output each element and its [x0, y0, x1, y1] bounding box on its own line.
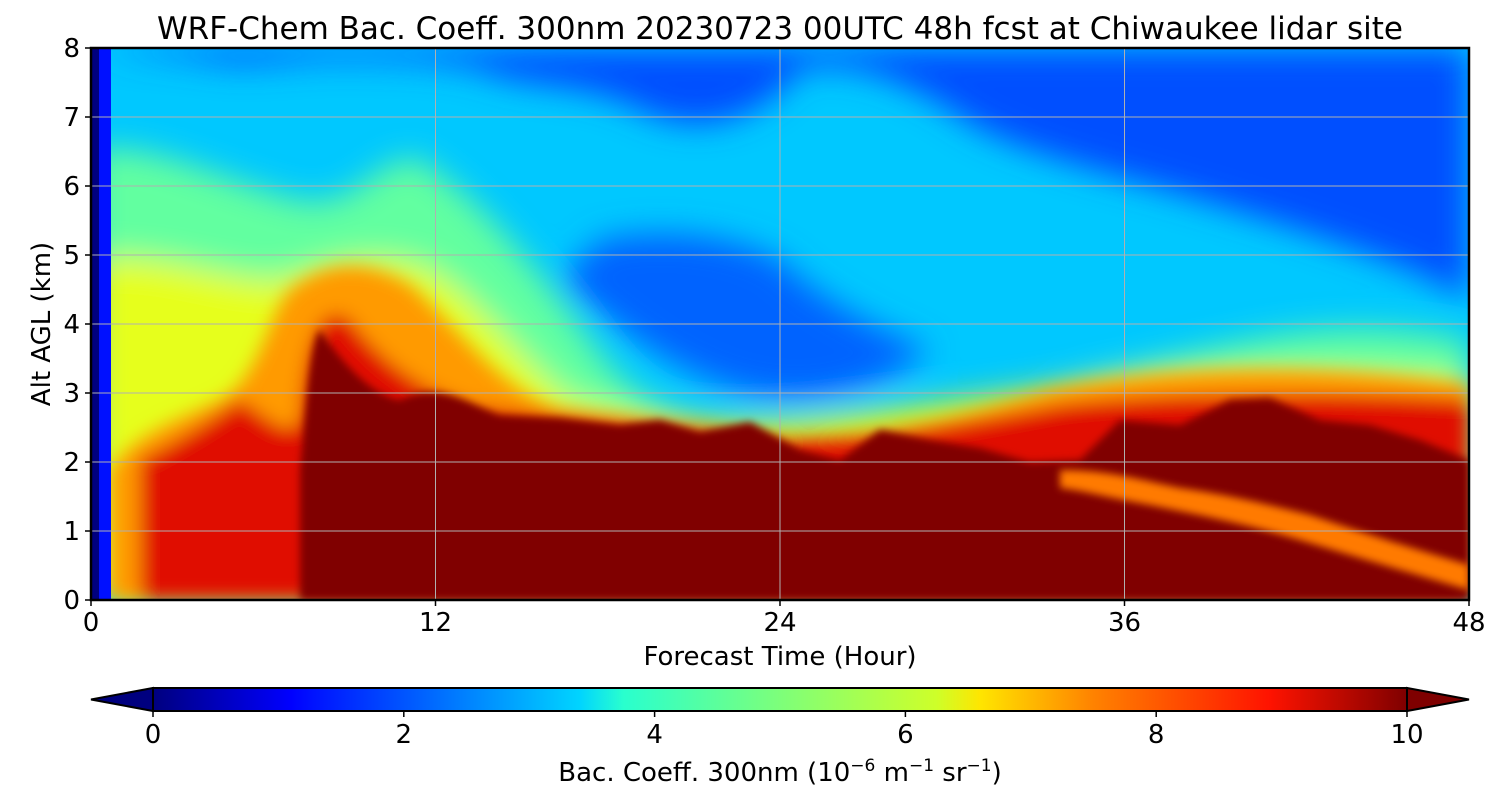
y-tick-label: 7: [63, 103, 80, 133]
colorbar-tick-label: 0: [145, 720, 162, 750]
colorbar-frame: [152, 687, 1408, 712]
colorbar-tick-label: 8: [1148, 720, 1165, 750]
y-tick-label: 5: [63, 241, 80, 271]
colorbar-extend-high: [1406, 686, 1470, 713]
y-tick-label: 4: [63, 310, 80, 340]
colorbar-tick-label: 4: [646, 720, 663, 750]
colorbar-ticks: 0 2 4 6 8 10: [145, 711, 1424, 750]
x-tick-label: 48: [1452, 608, 1485, 638]
x-tick-label: 0: [83, 608, 100, 638]
y-tick-label: 0: [63, 586, 80, 616]
x-tick-label: 24: [763, 608, 796, 638]
colorbar-tick-label: 2: [396, 720, 413, 750]
x-tick-label: 36: [1108, 608, 1141, 638]
x-tick-label: 12: [419, 608, 452, 638]
y-axis-label: Alt AGL (km): [27, 242, 57, 406]
low-value-band-mid: [560, 234, 930, 398]
y-tick-label: 8: [63, 34, 80, 64]
y-axis-ticks: 0 1 2 3 4 5 6 7 8: [63, 34, 91, 616]
saturated-region: [300, 330, 1469, 600]
colorbar-extend-low: [90, 686, 154, 713]
x-axis-label: Forecast Time (Hour): [643, 642, 916, 672]
y-tick-label: 3: [63, 379, 80, 409]
colorbar: 0 2 4 6 8 10 Bac. Coeff. 300nm (10−6 m−1 sr−1…: [90, 686, 1470, 788]
colorbar-tick-label: 10: [1390, 720, 1423, 750]
y-tick-label: 1: [63, 517, 80, 547]
colorbar-body: [153, 688, 1407, 711]
y-tick-label: 6: [63, 172, 80, 202]
gap-band: [1060, 470, 1469, 590]
y-tick-label: 2: [63, 448, 80, 478]
colorbar-tick-label: 6: [897, 720, 914, 750]
colorbar-label: Bac. Coeff. 300nm (10−6 m−1 sr−1): [558, 756, 1001, 788]
x-axis-ticks: 0 12 24 36 48: [83, 600, 1486, 638]
chart-title: WRF-Chem Bac. Coeff. 300nm 20230723 00UT…: [157, 11, 1403, 47]
